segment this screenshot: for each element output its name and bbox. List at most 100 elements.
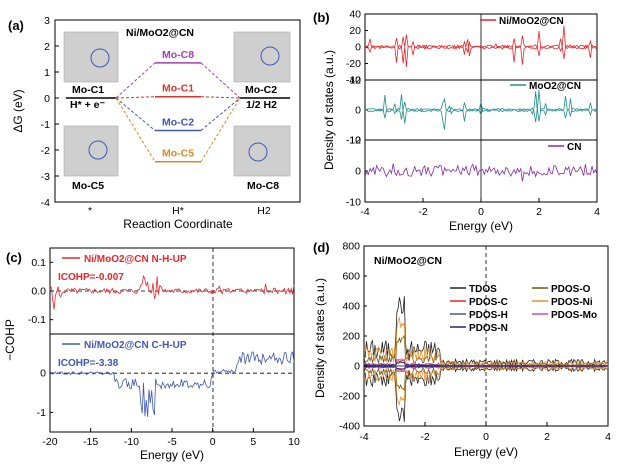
panel-d-x-tick-label: 0 (483, 431, 489, 443)
panel-d-y-tick-label: 200 (342, 331, 360, 343)
panel-b-y-tick-label: 0 (355, 42, 361, 54)
panel-c-x-tick-label: 10 (288, 436, 300, 448)
icohp-label: ICOHP=-3.38 (58, 358, 119, 369)
panel-a-x-ticks: * H* H2 (88, 205, 271, 217)
panel-c-y-tick-label: -0.1 (28, 314, 46, 326)
panel-d-x-tick-label: -2 (420, 431, 429, 443)
panel-d-title: Ni/MoO2@CN (374, 255, 442, 267)
panel-c-y-axis-label: −COHP (3, 319, 17, 361)
panel-b-x-tick-label: -2 (418, 206, 427, 218)
panel-d-x-tick-label: 4 (605, 431, 611, 443)
label-mo-c2: Mo-C2 (245, 84, 277, 96)
panel-d-x-axis-label: Energy (eV) (454, 445, 518, 459)
panel-b-x-ticks: -4 -2 0 2 4 (360, 198, 600, 218)
label-h-star-e: H* + e⁻ (70, 99, 105, 111)
panel-c-subplot-0: 0.1 0.0 -0.1 Ni/MoO2@CN N-H-UP ICOHP=-0.007 (28, 254, 295, 326)
legend-label: CN (567, 142, 581, 153)
legend-label: PDOS-Mo (551, 310, 597, 321)
panel-a-y-tick-label: 1 (44, 67, 50, 79)
panel-b-y-tick-label: 0 (355, 166, 361, 178)
panel-b: (b) 40200-20-40Ni/MoO2@CN120-12MoO2@CN10… (313, 9, 600, 234)
structure-image-mo-c8 (233, 125, 291, 177)
panel-c-plots: 0.10.0-0.1Ni/MoO2@CN N-H-UPICOHP=-0.0070… (28, 254, 295, 419)
cohp-curve (49, 275, 295, 310)
panel-d-y-tick-label: 400 (342, 301, 360, 313)
panel-a-label: (a) (8, 18, 24, 33)
panel-c-x-tick-label: -15 (83, 436, 98, 448)
structure-image-mo-c5 (63, 125, 119, 177)
panel-a-y-ticks: 3 2 1 0 -1 -2 -3 -4 (41, 15, 59, 209)
legend-label: PDOS-N (469, 323, 508, 334)
panel-b-subplot-1: 12 0 -12 MoO2@CN (346, 75, 598, 147)
panel-b-y-tick-label: 40 (349, 9, 361, 21)
panel-a-x-axis-label: Reaction Coordinate (123, 217, 233, 231)
legend-label: PDOS-C (469, 297, 508, 308)
panel-a-x-tick-label: H2 (257, 205, 271, 217)
pdos-series-6 (364, 361, 608, 370)
series-mo-c2 (115, 97, 241, 132)
panel-d-x-ticks: -4 -2 0 2 4 (359, 422, 611, 443)
dos-curve (364, 89, 598, 130)
panel-d-y-tick-label: 0 (354, 361, 360, 373)
legend-label: MoO2@CN (529, 81, 581, 92)
panel-c-y-tick-label: 0.1 (31, 257, 46, 269)
dos-curve (364, 25, 598, 67)
series-label: Mo-C5 (162, 148, 194, 160)
panel-a: (a) Ni/MoO2@CN 3 2 1 0 -1 -2 -3 -4 * H* H2 Reacti… (8, 15, 301, 231)
panel-d-x-tick-label: 2 (544, 431, 550, 443)
series-label: Mo-C1 (162, 83, 194, 95)
panel-a-y-tick-label: 2 (44, 41, 50, 53)
panel-c-label: (c) (6, 250, 22, 265)
panel-c-x-tick-label: -20 (42, 436, 57, 448)
cohp-curve (49, 351, 295, 417)
panel-b-plots: 40 20 0 -20 -40 Ni/MoO2@CN 12 0 -12 MoO2@CN 10 0 -10… (346, 9, 598, 209)
panel-d-label: (d) (313, 240, 330, 255)
legend-label: PDOS-H (469, 310, 508, 321)
panel-d-y-axis-label: Density of states (a.u.) (313, 278, 327, 398)
panel-a-y-tick-label: -4 (41, 197, 50, 209)
panel-a-energy-lines (66, 62, 290, 163)
panel-b-y-tick-label: 10 (349, 135, 361, 147)
label-mo-c8: Mo-C8 (247, 180, 279, 192)
panel-b-x-tick-label: 0 (478, 206, 484, 218)
legend-label: TDOS (469, 284, 497, 295)
series-mo-c8 (115, 62, 241, 99)
panel-b-y-tick-label: 20 (349, 25, 361, 37)
legend-label: PDOS-Ni (551, 297, 593, 308)
panel-b-y-tick-label: 0 (355, 105, 361, 117)
panel-b-y-axis-label: Density of states (a.u.) (322, 50, 336, 170)
panel-b-y-tick-label: 12 (349, 75, 361, 87)
legend-label: Ni/MoO2@CN C-H-UP (84, 340, 187, 351)
label-mo-c5: Mo-C5 (72, 180, 104, 192)
structure-image-mo-c2 (233, 31, 291, 83)
panel-b-y-tick-label: -40 (346, 75, 361, 87)
panel-a-x-tick-label: * (88, 205, 92, 217)
panel-c: (c) 0.1 0.0 -0.1 Ni/MoO2@CN N-H-UP ICOHP=-0.… (3, 247, 300, 462)
panel-a-y-axis-label: ΔG (eV) (11, 89, 25, 132)
panel-a-title: Ni/MoO2@CN (126, 27, 194, 39)
panel-d-y-tick-label: -200 (339, 391, 360, 403)
series-mo-c1 (115, 95, 241, 99)
panel-a-y-tick-label: -3 (41, 171, 50, 183)
panel-a-y-tick-label: 0 (44, 93, 50, 105)
dos-curve-down (363, 365, 609, 392)
panel-b-label: (b) (313, 10, 330, 25)
panel-c-x-tick-label: 5 (250, 436, 256, 448)
pdos-series-3 (363, 316, 609, 406)
dos-curve (364, 34, 598, 60)
panel-d-plots (363, 296, 609, 422)
series-mo-c5 (115, 97, 241, 163)
panel-c-subplot-1: 0 -1 Ni/MoO2@CN C-H-UP ICOHP=-3.38 (37, 340, 295, 419)
panel-b-y-tick-label: -10 (346, 197, 361, 209)
dos-curve (364, 97, 598, 123)
panel-d-x-tick-label: -4 (359, 431, 368, 443)
panel-d-y-tick-label: 800 (342, 241, 360, 253)
panel-d-y-ticks: 800 600 400 200 0 -200 -400 (339, 241, 367, 433)
structure-image-mo-c1 (63, 31, 119, 83)
legend-label: Ni/MoO2@CN N-H-UP (84, 254, 187, 265)
dos-curve-down (364, 365, 608, 370)
panel-a-y-tick-label: 3 (44, 15, 50, 27)
panel-c-y-tick-label: 0 (40, 368, 46, 380)
